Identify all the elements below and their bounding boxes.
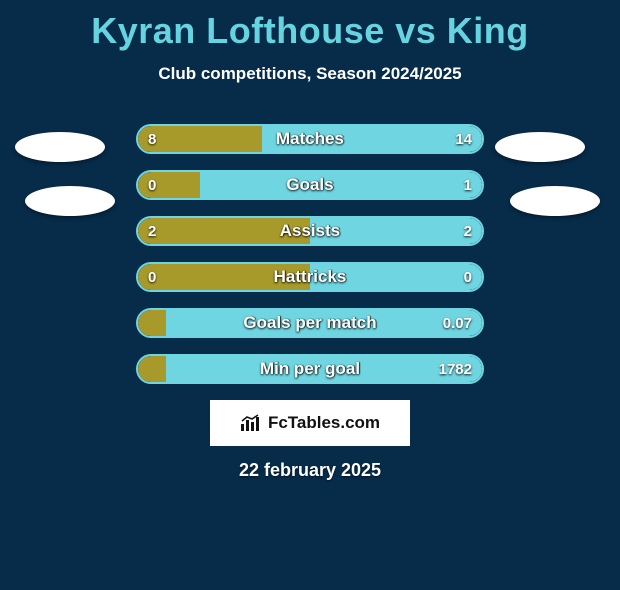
player1-bar [138, 126, 262, 152]
stat-row: Assists22 [136, 216, 484, 246]
bar-track [136, 216, 484, 246]
subtitle: Club competitions, Season 2024/2025 [0, 64, 620, 84]
player2-bar [310, 264, 482, 290]
bar-track [136, 308, 484, 338]
player2-bar [262, 126, 482, 152]
player1-avatar [15, 132, 105, 162]
date-label: 22 february 2025 [0, 460, 620, 481]
player2-avatar [495, 132, 585, 162]
bar-track [136, 354, 484, 384]
player1-bar [138, 356, 166, 382]
stat-row: Hattricks00 [136, 262, 484, 292]
stat-row: Matches814 [136, 124, 484, 154]
player1-bar [138, 264, 310, 290]
player1-bar [138, 172, 200, 198]
brand-badge: FcTables.com [210, 400, 410, 446]
player2-bar [310, 218, 482, 244]
stat-row: Goals01 [136, 170, 484, 200]
player2-bar [200, 172, 482, 198]
stat-row: Min per goal1782 [136, 354, 484, 384]
bar-track [136, 170, 484, 200]
player1-bar [138, 218, 310, 244]
bar-track [136, 262, 484, 292]
player2-bar [166, 310, 482, 336]
player2-bar [166, 356, 482, 382]
brand-text: FcTables.com [268, 413, 380, 433]
bar-track [136, 124, 484, 154]
player2-avatar [510, 186, 600, 216]
player1-bar [138, 310, 166, 336]
page-title: Kyran Lofthouse vs King [0, 10, 620, 52]
stat-row: Goals per match0.07 [136, 308, 484, 338]
chart-icon [240, 414, 262, 432]
player1-avatar [25, 186, 115, 216]
comparison-chart: Matches814 Goals01 Assists22 Hattricks00 Goa… [0, 124, 620, 384]
